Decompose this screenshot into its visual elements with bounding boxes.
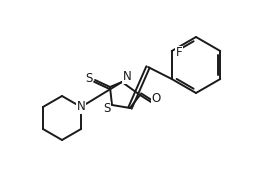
Text: N: N	[77, 100, 85, 114]
Text: S: S	[85, 72, 93, 84]
Text: N: N	[123, 71, 131, 83]
Text: O: O	[151, 92, 161, 106]
Text: S: S	[103, 103, 111, 115]
Text: F: F	[175, 47, 182, 60]
